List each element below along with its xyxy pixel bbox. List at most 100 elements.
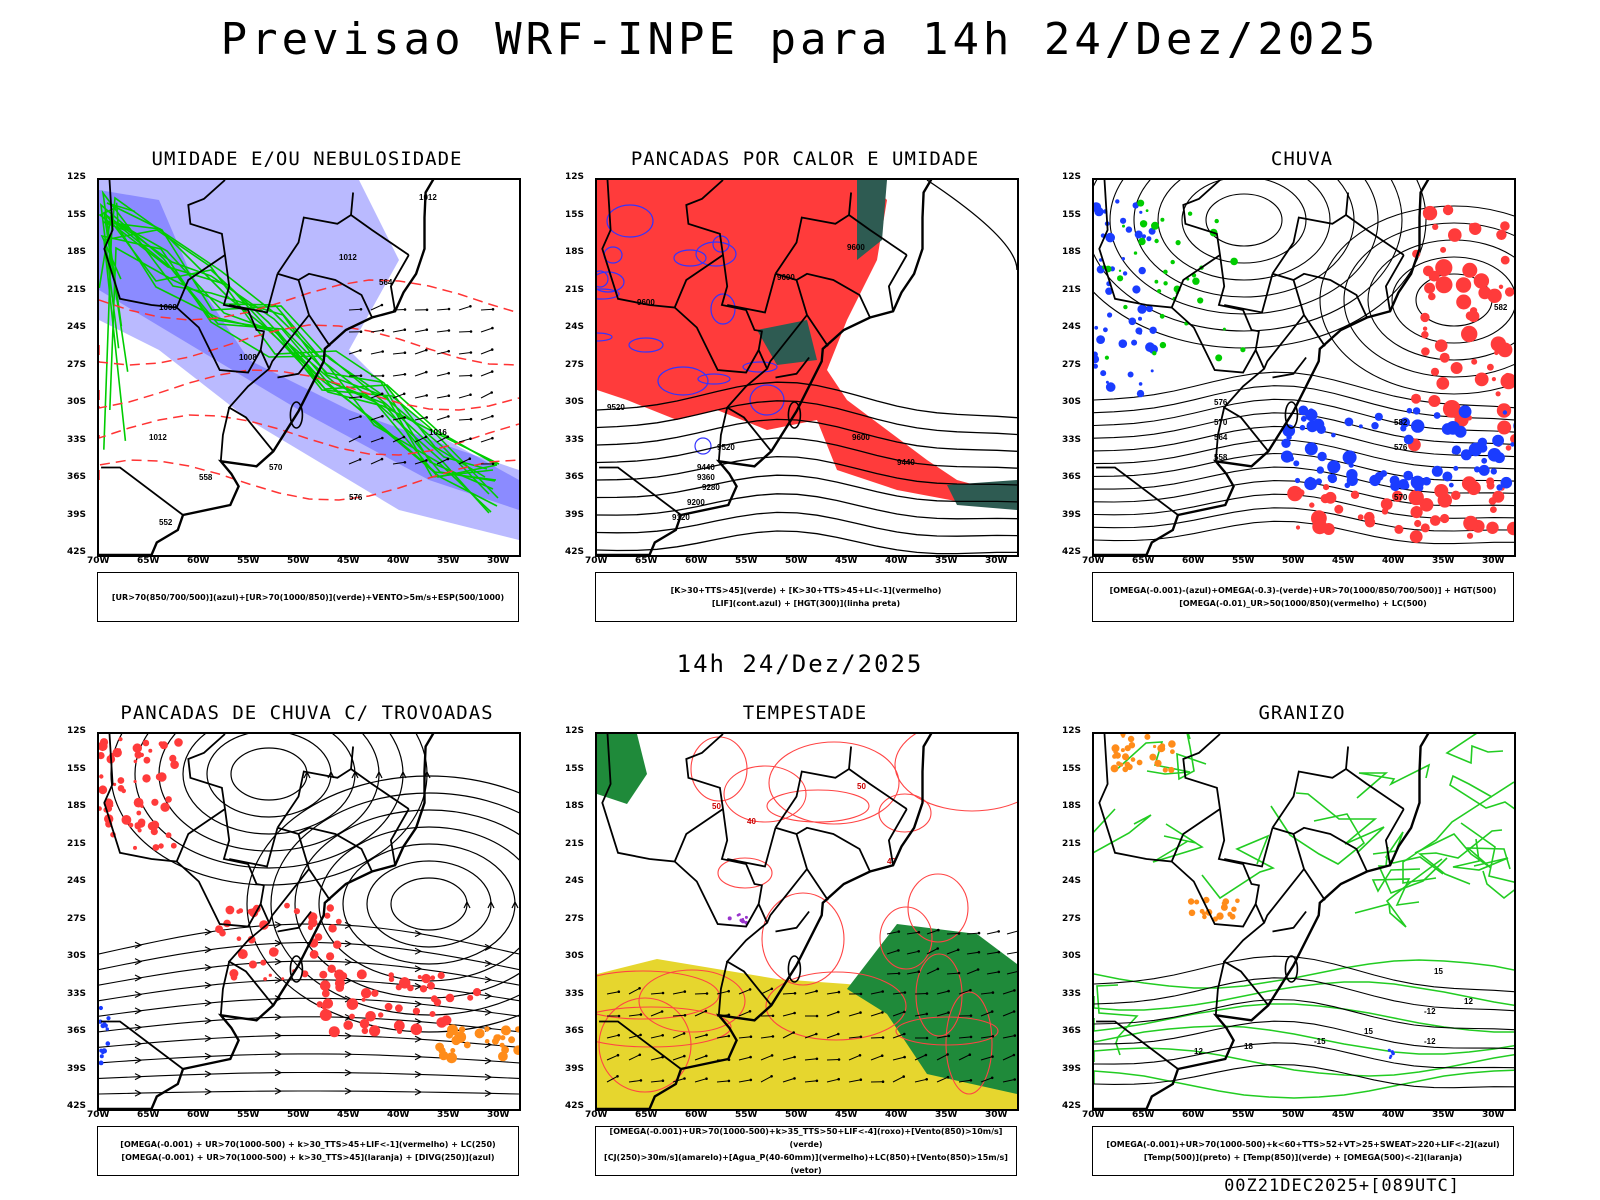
- streamline: [99, 1071, 519, 1079]
- contour-label: 576: [1214, 398, 1228, 407]
- wind-vector: [436, 395, 449, 399]
- hail-omega-orange: [1188, 909, 1196, 917]
- wind-vector-head: [925, 1078, 928, 1081]
- rain-fill-blue: [1327, 473, 1338, 484]
- rain-fill-blue: [1390, 481, 1400, 492]
- rain-fill-blue: [1316, 466, 1324, 474]
- streamline: [182, 734, 356, 835]
- hail-omega-orange: [1202, 911, 1206, 916]
- main-title: Previsao WRF-INPE para 14h 24/Dez/2025: [220, 14, 1380, 65]
- thickness-contour: [99, 414, 519, 456]
- map-tempestade: 50 40 50 40: [595, 732, 1019, 1111]
- wind-vector-head: [771, 1014, 775, 1018]
- storm-fill-red: [118, 737, 123, 742]
- rain-fill-red: [1381, 508, 1389, 515]
- wind-vector: [606, 1075, 618, 1083]
- rain-fill-blue: [1150, 369, 1154, 373]
- wind-vector: [892, 1056, 905, 1061]
- rain-fill-green: [1117, 275, 1124, 282]
- wind-vector: [650, 992, 664, 995]
- lon-tick-label: 55W: [237, 556, 260, 566]
- wind-vector-head: [969, 1035, 973, 1039]
- lagoa-dos-patos: [787, 955, 802, 983]
- streamline: [1391, 256, 1514, 344]
- storm-fill-red: [419, 985, 428, 993]
- rain-fill-red: [1430, 367, 1440, 376]
- streamline-arrow: [375, 770, 383, 779]
- hail-omega-orange: [1136, 759, 1143, 766]
- hail-fill-blue: [1391, 1051, 1395, 1056]
- rain-fill-blue: [1482, 469, 1488, 475]
- storm-fill-red: [260, 959, 267, 966]
- rain-fill-green: [1160, 217, 1165, 222]
- lon-tick-label: 45W: [337, 1110, 360, 1120]
- streamline-arrow: [134, 1089, 143, 1097]
- storm-fill-red: [117, 748, 121, 752]
- legend-line: [OMEGA(-0.001)+UR>70(1000-500)+k>35_TTS>…: [609, 1127, 1003, 1149]
- streamline-arrow: [414, 1088, 423, 1096]
- storm-fill-red: [158, 741, 164, 747]
- wind-vector: [628, 1054, 641, 1061]
- political-border: [1384, 254, 1405, 312]
- wind-vector-head: [424, 435, 428, 439]
- wind-vector-head: [837, 1077, 840, 1081]
- divergence-blue: [102, 1048, 107, 1053]
- streamline-arrow: [484, 943, 493, 951]
- lon-tick-label: 55W: [735, 556, 758, 566]
- wind-vector-head: [881, 1080, 885, 1083]
- wind-vector: [348, 458, 361, 465]
- political-border: [1098, 180, 1221, 309]
- contour-label: 564: [379, 278, 393, 287]
- convection-fill-green: [947, 480, 1017, 510]
- temp850-contour: [1152, 823, 1204, 863]
- wind-vector: [370, 415, 383, 421]
- streamline-850: [638, 969, 746, 1033]
- divergence-blue: [99, 1005, 103, 1011]
- streamline-850: [878, 793, 932, 833]
- rain-fill-red: [1309, 502, 1315, 508]
- political-border: [277, 910, 312, 933]
- wind-vector: [946, 949, 959, 955]
- lat-tick-label: 33S: [565, 988, 585, 999]
- lifted-index-contour: [657, 366, 709, 396]
- lat-tick-label: 21S: [565, 284, 585, 295]
- rain-fill-red: [1432, 223, 1439, 230]
- streamline: [99, 1090, 519, 1095]
- wind-vector-head: [881, 1036, 885, 1039]
- wind-vector-head: [490, 370, 494, 373]
- wind-vector: [414, 371, 427, 377]
- storm-fill-red: [152, 844, 160, 851]
- wind-vector-head: [837, 990, 841, 994]
- wind-vector: [414, 459, 427, 465]
- storm-fill-red: [174, 738, 183, 747]
- rain-fill-blue: [1115, 199, 1120, 204]
- wind-vector-head: [815, 1079, 819, 1083]
- storm-fill-red: [388, 976, 395, 982]
- rain-fill-red: [1465, 311, 1475, 321]
- political-border: [887, 254, 908, 312]
- lat-tick-label: 36S: [1062, 472, 1082, 482]
- rain-fill-blue: [1281, 438, 1291, 448]
- lat-tick-label: 27S: [565, 359, 585, 370]
- rain-fill-red: [1410, 506, 1423, 519]
- storm-fill-red: [343, 1020, 353, 1030]
- wind-vector-head: [917, 930, 921, 934]
- wind-vector-head: [917, 950, 920, 953]
- rain-fill-blue: [1346, 474, 1358, 486]
- political-border: [717, 961, 729, 1016]
- political-border: [1345, 768, 1405, 810]
- streamline-arrow: [204, 999, 213, 1007]
- storm-fill-red: [132, 743, 142, 753]
- streamline-arrow: [484, 1008, 493, 1016]
- rain-fill-red: [1424, 282, 1436, 294]
- storm-fill-red: [437, 971, 445, 980]
- lon-tick-label: 65W: [1132, 556, 1155, 566]
- wind-vector: [370, 458, 383, 465]
- wind-vector: [392, 436, 405, 443]
- wind-vector-head: [815, 989, 818, 993]
- rain-fill-green: [1163, 269, 1168, 275]
- rain-fill-blue: [1100, 370, 1107, 377]
- streamline-850: [894, 734, 1017, 812]
- hail-omega-orange: [1170, 749, 1175, 755]
- rain-fill-red: [1506, 521, 1514, 536]
